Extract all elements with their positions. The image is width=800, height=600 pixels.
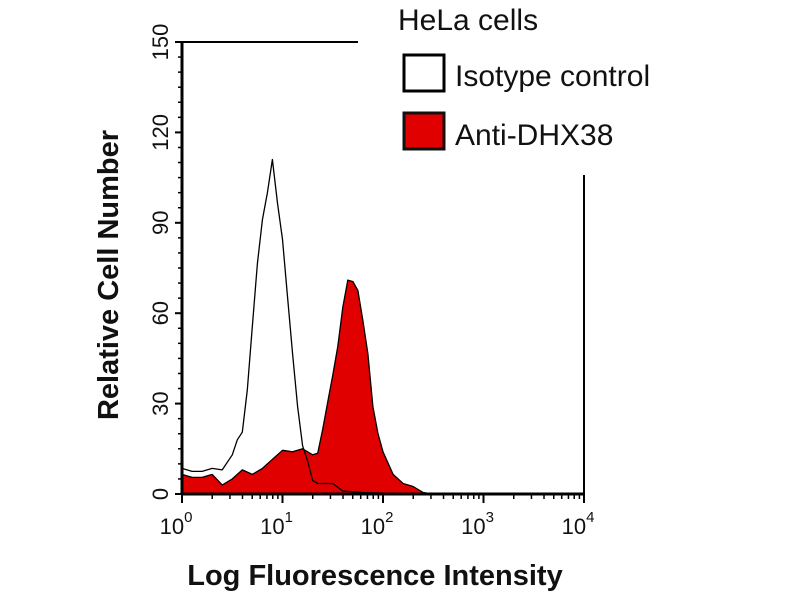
y-tick-label: 60 xyxy=(148,301,173,325)
x-tick-label: 102 xyxy=(361,509,394,539)
series-anti-dhx38 xyxy=(181,279,585,495)
legend-label-anti-dhx38: Anti-DHX38 xyxy=(455,119,613,152)
y-axis-label: Relative Cell Number xyxy=(93,130,125,420)
legend-swatch-isotype xyxy=(402,53,446,93)
axes: 0 30 60 90 120 150 100 101 102 103 104 xyxy=(148,24,594,539)
x-tick-label: 100 xyxy=(160,509,193,539)
x-tick-label: 104 xyxy=(562,509,595,539)
y-tick-label: 30 xyxy=(148,391,173,415)
legend-swatch-anti-dhx38 xyxy=(402,111,446,151)
series-isotype-control xyxy=(181,158,585,495)
y-tick-label: 120 xyxy=(148,114,173,151)
legend: Isotype control Anti-DHX38 xyxy=(402,53,650,152)
plot-area xyxy=(181,158,585,495)
x-tick-label: 103 xyxy=(461,509,494,539)
x-tick-label: 101 xyxy=(260,509,293,539)
y-tick-label: 150 xyxy=(148,24,173,61)
x-axis-label: Log Fluorescence Intensity xyxy=(187,560,562,592)
chart-title: HeLa cells xyxy=(398,4,538,37)
y-tick-label: 90 xyxy=(148,211,173,235)
y-tick-label: 0 xyxy=(148,488,173,500)
legend-label-isotype: Isotype control xyxy=(455,60,650,93)
